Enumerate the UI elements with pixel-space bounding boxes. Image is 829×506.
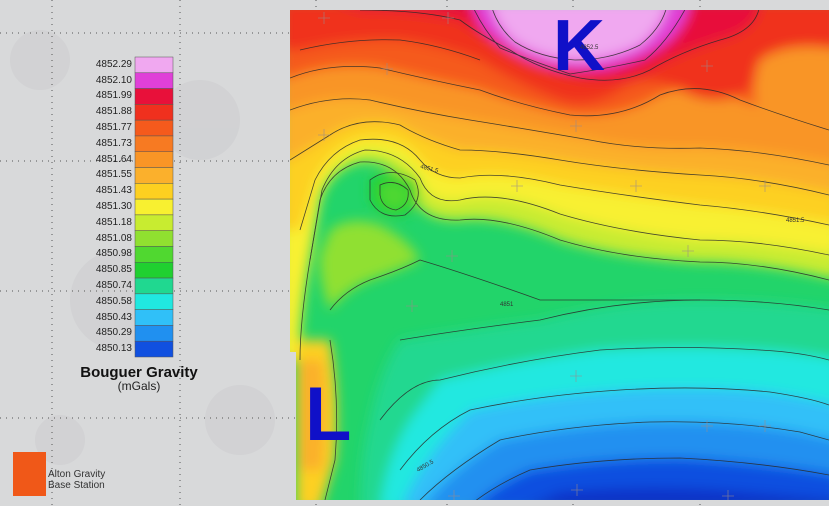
legend-value: 4851.18 (95, 216, 132, 228)
legend-value: 4852.10 (95, 74, 132, 86)
legend-swatch (134, 262, 174, 279)
base-station-label-line1: Alton Gravity (48, 469, 106, 480)
legend-swatch (134, 119, 174, 137)
legend-swatch (134, 214, 174, 231)
legend-value: 4851.55 (95, 169, 132, 181)
legend-value: 4850.85 (95, 264, 132, 276)
legend-swatch (134, 340, 174, 358)
map-grid-crosses (318, 12, 771, 500)
legend-value: 4851.64 (95, 153, 132, 165)
legend-swatch (134, 325, 174, 342)
legend-swatch (134, 293, 174, 310)
base-station-label-line2: Base Station (48, 480, 105, 491)
legend-value: 4850.43 (95, 311, 132, 323)
legend-swatch (134, 198, 174, 216)
legend-value: 4852.29 (95, 58, 132, 70)
legend-swatch (134, 167, 174, 184)
legend-swatch (134, 183, 174, 200)
legend-swatch (134, 72, 174, 89)
legend-swatch (134, 309, 174, 326)
legend-value: 4850.58 (95, 295, 132, 307)
legend-swatch (134, 104, 174, 121)
legend-title: Bouguer Gravity (80, 364, 198, 381)
legend-value: 4851.88 (95, 106, 132, 118)
map-label-l: L (305, 372, 352, 457)
legend-swatch (134, 246, 174, 263)
gravity-contour-map (290, 10, 829, 500)
legend-value: 4851.77 (95, 122, 132, 134)
legend-swatch (134, 88, 174, 105)
legend-value: 4850.29 (95, 327, 132, 339)
legend-swatch (134, 277, 174, 295)
legend-swatch (134, 56, 174, 74)
legend-swatch (134, 135, 174, 152)
contour-lines (290, 10, 829, 500)
base-station-swatch (13, 452, 46, 496)
legend-swatch (134, 151, 174, 168)
legend-value: 4850.13 (95, 343, 132, 355)
legend-value: 4851.99 (95, 90, 132, 102)
legend-color-ramp (134, 56, 174, 358)
legend-value: 4850.98 (95, 248, 132, 260)
legend-value: 4851.43 (95, 185, 132, 197)
legend-value: 4851.30 (95, 201, 132, 212)
legend-units: (mGals) (117, 379, 161, 393)
legend-value: 4851.73 (95, 137, 132, 149)
legend-swatch (134, 230, 174, 247)
base-station-label: Alton Gravity Base Station (48, 469, 128, 491)
map-label-k: K (553, 6, 605, 86)
legend-value: 4850.74 (95, 279, 132, 291)
legend-value: 4851.08 (95, 232, 132, 244)
